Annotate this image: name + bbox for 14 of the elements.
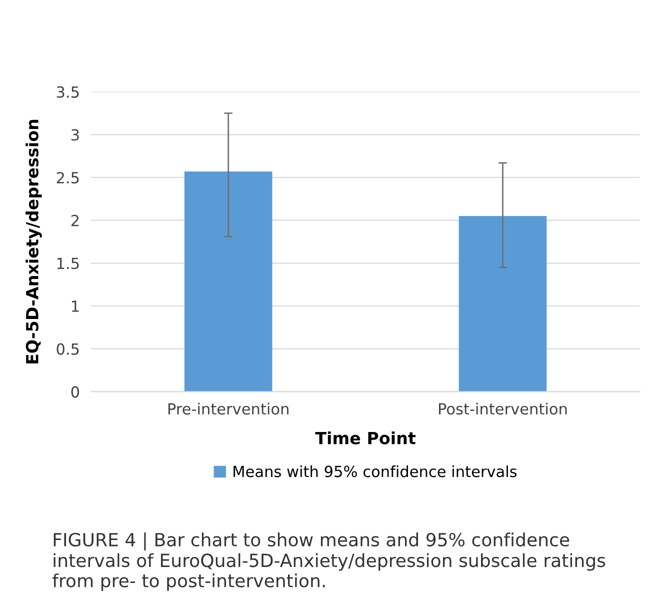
y-tick-label: 2.5 [56,172,79,184]
y-tick-label: 1.5 [57,258,79,270]
y-tick-label: 2 [71,214,78,226]
legend-label: Means with 95% confidence intervals [234,465,517,478]
x-tick-label: Pre-intervention [168,402,288,415]
x-tick-label: Post-intervention [439,402,567,415]
caption: FIGURE 4 | Bar chart to show means and 95% confidence intervals of EuroQual-5D-Anxiety/depression subscale ratings from pre- to post-intervention. [52,532,606,591]
x-axis-title: Time Point [315,431,416,444]
y-tick-label: 0 [71,386,80,398]
y-axis-title: EQ-5D-Anxiety/depression [26,120,42,364]
y-tick-label: 1 [72,300,79,312]
y-tick-label: 3.5 [56,86,79,98]
y-tick-label: 0.5 [56,343,79,355]
y-tick-label: 3 [71,129,79,141]
